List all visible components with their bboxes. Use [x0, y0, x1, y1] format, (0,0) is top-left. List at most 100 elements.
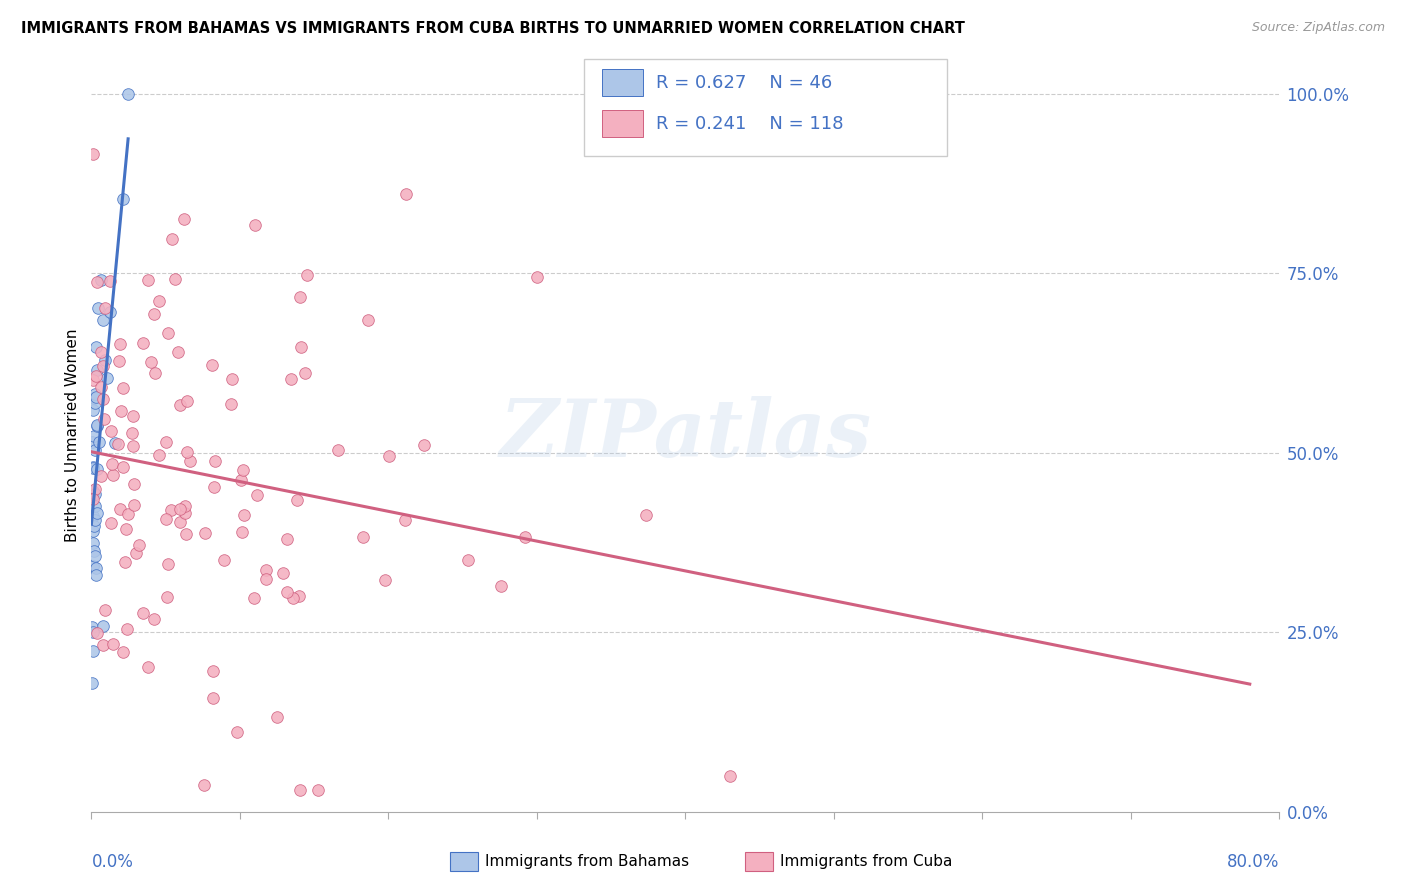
- Point: [80, 487, 103, 501]
- Point: [84, 442, 107, 457]
- Point: [121, 425, 143, 440]
- Point: [91, 392, 114, 407]
- Point: [413, 438, 436, 452]
- Point: [221, 372, 243, 386]
- Point: [157, 326, 180, 341]
- Point: [125, 546, 148, 560]
- Point: [276, 585, 298, 599]
- Text: Immigrants from Cuba: Immigrants from Cuba: [780, 855, 953, 869]
- Point: [83, 549, 105, 564]
- Point: [90, 469, 112, 483]
- Point: [201, 691, 224, 706]
- Point: [231, 524, 253, 539]
- Point: [82, 536, 104, 550]
- Point: [378, 450, 401, 464]
- Y-axis label: Births to Unmarried Women: Births to Unmarried Women: [65, 328, 80, 541]
- Point: [290, 340, 312, 354]
- Point: [225, 725, 247, 739]
- Point: [166, 344, 188, 359]
- Point: [229, 473, 252, 487]
- Point: [84, 482, 107, 496]
- Point: [82, 460, 104, 475]
- Point: [84, 561, 107, 575]
- Point: [82, 461, 104, 475]
- Point: [121, 409, 143, 423]
- Point: [93, 638, 115, 652]
- Point: [513, 530, 536, 544]
- Point: [169, 501, 191, 516]
- Bar: [745, 852, 773, 871]
- Point: [173, 212, 195, 227]
- Point: [112, 459, 135, 474]
- Point: [86, 369, 108, 384]
- Text: 80.0%: 80.0%: [1227, 853, 1279, 871]
- Point: [202, 480, 225, 494]
- Point: [86, 417, 108, 432]
- Point: [212, 553, 235, 567]
- Point: [84, 499, 107, 513]
- Point: [98, 274, 121, 288]
- Point: [80, 675, 103, 690]
- Text: R = 0.627    N = 46: R = 0.627 N = 46: [655, 74, 832, 92]
- Point: [83, 428, 105, 442]
- Point: [101, 457, 124, 471]
- Point: [243, 219, 266, 233]
- Point: [86, 506, 108, 520]
- Point: [82, 483, 104, 498]
- Point: [84, 567, 107, 582]
- Text: 0.0%: 0.0%: [91, 853, 134, 871]
- Point: [307, 783, 329, 797]
- Point: [276, 532, 298, 546]
- Point: [117, 87, 139, 101]
- Point: [93, 412, 115, 426]
- Point: [155, 434, 177, 449]
- Point: [297, 268, 319, 282]
- Point: [374, 574, 396, 588]
- Point: [115, 622, 138, 636]
- FancyBboxPatch shape: [585, 60, 946, 156]
- Point: [132, 335, 155, 350]
- Point: [114, 555, 136, 569]
- Point: [122, 476, 145, 491]
- Point: [143, 366, 166, 380]
- Point: [83, 396, 105, 410]
- Point: [179, 453, 201, 467]
- Text: Source: ZipAtlas.com: Source: ZipAtlas.com: [1251, 21, 1385, 34]
- Point: [266, 710, 288, 724]
- Point: [82, 435, 104, 450]
- Bar: [450, 852, 478, 871]
- Point: [86, 462, 108, 476]
- Point: [174, 506, 197, 520]
- Point: [636, 508, 658, 522]
- Point: [87, 435, 110, 450]
- Point: [100, 424, 122, 438]
- Point: [202, 665, 225, 679]
- Point: [107, 354, 129, 368]
- Point: [82, 147, 104, 161]
- Point: [148, 294, 170, 309]
- Point: [169, 398, 191, 412]
- Point: [352, 530, 374, 544]
- Point: [91, 313, 114, 327]
- Point: [128, 538, 150, 552]
- Point: [82, 524, 104, 538]
- Point: [90, 345, 112, 359]
- Point: [176, 445, 198, 459]
- Point: [132, 606, 155, 620]
- Point: [101, 467, 124, 482]
- Point: [194, 525, 217, 540]
- Point: [100, 516, 122, 530]
- Point: [156, 590, 179, 604]
- Point: [93, 603, 115, 617]
- Point: [91, 619, 114, 633]
- Point: [83, 519, 105, 533]
- Point: [143, 612, 166, 626]
- Point: [288, 290, 311, 304]
- Point: [115, 522, 138, 536]
- Point: [111, 645, 134, 659]
- Point: [108, 337, 131, 351]
- Point: [254, 572, 277, 586]
- Point: [526, 270, 548, 285]
- Point: [201, 358, 224, 372]
- Point: [457, 553, 479, 567]
